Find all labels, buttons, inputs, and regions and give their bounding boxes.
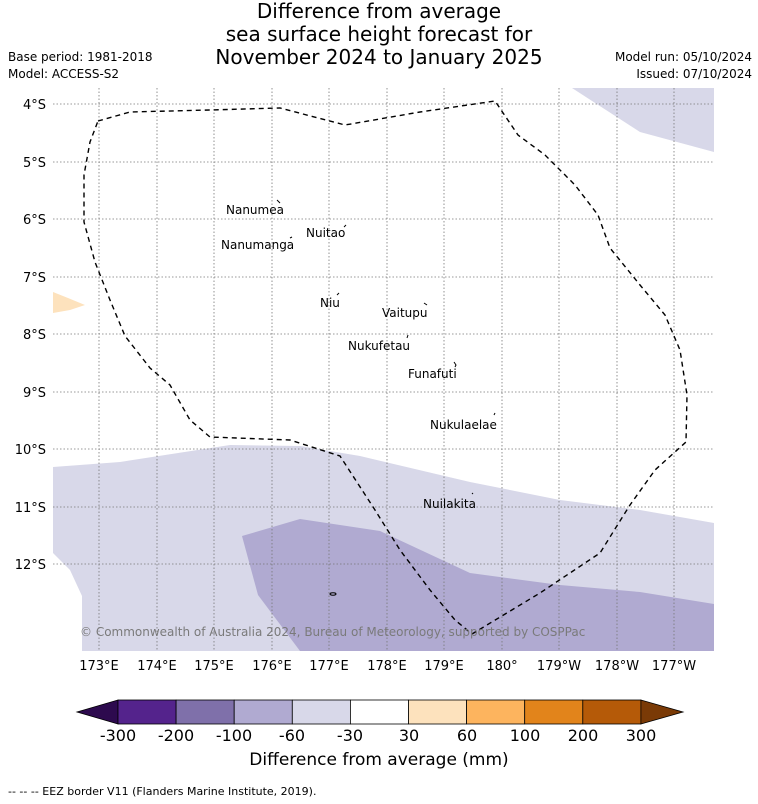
chart-title: Difference from average sea surface heig… [0,0,758,69]
colorbar-swatch [582,699,642,725]
colorbar-swatch [466,699,526,725]
colorbar-swatch [117,699,177,725]
island-marker-nuilakita [471,492,474,495]
model-run: Model run: 05/10/2024 [614,50,752,64]
island-marker-nuitao [343,224,347,228]
meta-right: Model run: 05/10/2024 Issued: 07/10/2024 [615,49,752,83]
colorbar-tick: 60 [457,726,477,745]
lon-label: 178°W [595,659,639,674]
anomaly-region-ne [572,88,714,152]
island-marker-nukulaelae [493,412,496,416]
lon-label: 173°E [79,659,119,674]
colorbar-tick: 200 [568,726,599,745]
model-name: Model: ACCESS-S2 [8,67,120,81]
island-label-funafuti: Funafuti [408,367,457,381]
island-label-nuitao: Nuitao [306,226,345,240]
island-label-nukulaelae: Nukulaelae [430,418,497,432]
lat-label: 8°S [23,328,46,343]
lon-label: 179°W [537,659,581,674]
colorbar-swatch [349,699,409,725]
colorbar-tick: 300 [626,726,657,745]
lon-label: 175°E [194,659,234,674]
map-plot-area: Nanumea Nuitao Nanumanga Niu Vaitupu Nuk… [53,88,714,651]
latitude-labels: 4°S 5°S 6°S 7°S 8°S 9°S 10°S 11°S 12°S [15,98,46,573]
lon-label: 176°E [252,659,292,674]
lat-label: 7°S [23,271,46,286]
colorbar-swatch [175,699,235,725]
island-marker-nanumea [276,199,281,204]
island-marker-nanumanga [289,236,293,239]
island-label-nukufetau: Nukufetau [348,339,410,353]
title-line-2: sea surface height forecast for [225,22,533,46]
colorbar-extend-low [75,699,119,725]
anomaly-region-west-positive [53,292,85,313]
lat-label: 5°S [23,156,46,171]
anomaly-region-south-medium [242,519,714,651]
lat-label: 11°S [15,501,46,516]
island-marker-funafuti [453,361,457,368]
map-figure: Nanumea Nuitao Nanumanga Niu Vaitupu Nuk… [15,88,714,674]
colorbar-tick: 30 [399,726,419,745]
graticule [53,88,714,651]
colorbar-swatches [75,699,685,725]
lon-label: 180° [486,659,517,674]
lat-label: 6°S [23,213,46,228]
title-line-3: November 2024 to January 2025 [215,45,543,69]
island-label-nanumea: Nanumea [226,203,284,217]
lon-label: 174°E [137,659,177,674]
eez-legend-note: -- -- -- EEZ border V11 (Flanders Marine… [8,785,317,798]
lon-label: 177°E [309,659,349,674]
colorbar-extend-high [640,699,685,725]
colorbar-tick: -100 [216,726,252,745]
island-label-niu: Niu [320,296,340,310]
base-period: Base period: 1981-2018 [8,50,153,64]
island-label-vaitupu: Vaitupu [382,306,428,320]
colorbar-swatch [408,699,467,725]
colorbar-tick: 100 [510,726,541,745]
island-marker-south [329,592,337,596]
colorbar-ticks: -300 -200 -100 -60 -30 30 60 100 200 300 [100,726,656,745]
lat-label: 12°S [15,558,46,573]
lon-label: 179°E [424,659,464,674]
lon-label: 178°E [367,659,407,674]
colorbar-swatch [524,699,584,725]
colorbar-tick: -200 [158,726,194,745]
colorbar-tick: -60 [279,726,305,745]
issued-date: Issued: 07/10/2024 [636,67,752,81]
island-marker-niu [336,292,340,296]
island-label-nuilakita: Nuilakita [423,497,476,511]
colorbar-swatch [233,699,293,725]
title-line-1: Difference from average [256,0,502,23]
lat-label: 10°S [15,443,46,458]
colorbar: -300 -200 -100 -60 -30 30 60 100 200 300 [75,699,685,745]
colorbar-label: Difference from average (mm) [249,750,509,770]
lat-label: 9°S [23,386,46,401]
island-marker-nukufetau [406,334,409,339]
eez-border [83,100,688,635]
island-label-nanumanga: Nanumanga [221,238,294,252]
colorbar-tick: -300 [100,726,136,745]
lat-label: 4°S [23,98,46,113]
meta-left: Base period: 1981-2018 Model: ACCESS-S2 [8,49,153,83]
island-marker-vaitupu [423,302,428,306]
lon-label: 177°W [652,659,696,674]
copyright-notice: © Commonwealth of Australia 2024, Bureau… [80,625,585,639]
colorbar-tick: -30 [337,726,363,745]
colorbar-swatch [291,699,351,725]
island-markers [276,199,496,596]
longitude-labels: 173°E 174°E 175°E 176°E 177°E 178°E 179°… [79,659,696,674]
